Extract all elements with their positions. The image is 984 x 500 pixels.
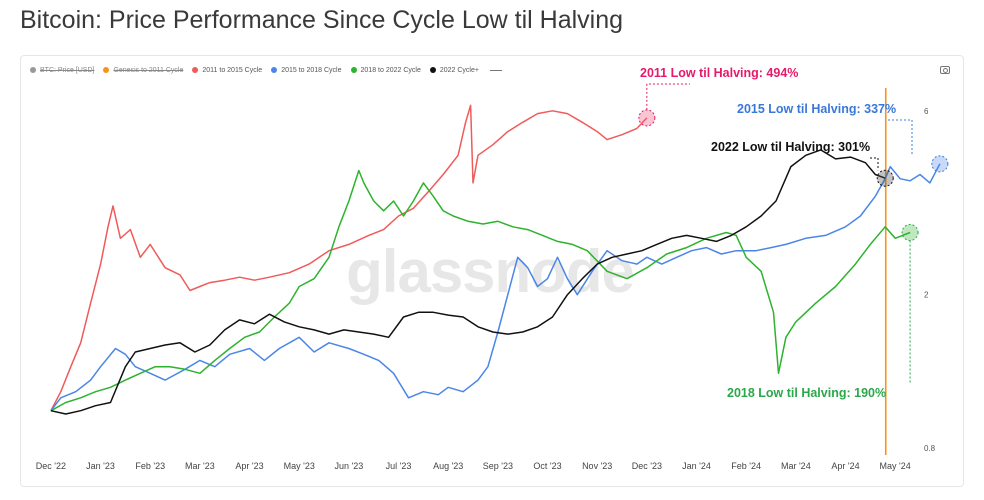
series-line bbox=[50, 163, 941, 412]
legend-item-2018-2022[interactable]: 2018 to 2022 Cycle bbox=[350, 66, 421, 74]
legend-dot-2011-2015 bbox=[192, 67, 199, 73]
legend-label: 2018 to 2022 Cycle bbox=[360, 66, 421, 74]
annotation-label: 2018 Low til Halving: 190% bbox=[727, 386, 886, 400]
series-line bbox=[50, 149, 886, 415]
end-marker bbox=[901, 223, 919, 241]
legend-dot-btc-price bbox=[30, 67, 36, 73]
y-tick-label: 0.8 bbox=[924, 444, 936, 453]
legend-dot-2022-cycle bbox=[429, 67, 436, 73]
legend-label: 2011 to 2015 Cycle bbox=[202, 66, 263, 74]
legend-label: Genesis to 2011 Cycle bbox=[113, 66, 184, 74]
legend-item-2011-2015[interactable]: 2011 to 2015 Cycle bbox=[192, 67, 262, 74]
legend-label: 2015 to 2018 Cycle bbox=[281, 66, 342, 74]
legend-more-icon[interactable] bbox=[489, 69, 502, 71]
legend-dot-2015-2018 bbox=[271, 67, 278, 73]
x-tick-label: Dec '22 bbox=[36, 461, 66, 471]
x-tick-label: Apr '24 bbox=[831, 461, 859, 471]
leader-2022 bbox=[870, 157, 879, 171]
x-tick-label: Jan '23 bbox=[86, 461, 115, 471]
legend-dot-genesis-2011 bbox=[103, 67, 110, 73]
x-tick-label: Feb '24 bbox=[731, 461, 761, 471]
x-tick-label: Mar '24 bbox=[781, 461, 811, 471]
x-tick-label: Mar '23 bbox=[185, 461, 215, 471]
annotation-label: 2011 Low til Halving: 494% bbox=[640, 66, 798, 80]
end-marker bbox=[638, 109, 656, 127]
legend-item-genesis-2011[interactable]: Genesis to 2011 Cycle bbox=[103, 67, 183, 74]
end-marker bbox=[931, 155, 949, 173]
camera-icon[interactable] bbox=[940, 66, 950, 74]
x-tick-label: Jul '23 bbox=[386, 461, 412, 471]
series-line bbox=[50, 104, 648, 412]
leader-2011 bbox=[646, 83, 690, 110]
x-tick-label: Dec '23 bbox=[632, 461, 662, 471]
annotation-label: 2022 Low til Halving: 301% bbox=[711, 140, 870, 154]
x-tick-label: Apr '23 bbox=[235, 461, 263, 471]
x-tick-label: Feb '23 bbox=[135, 461, 165, 471]
x-tick-label: Sep '23 bbox=[483, 461, 513, 471]
page-title: Bitcoin: Price Performance Since Cycle L… bbox=[20, 6, 624, 34]
legend-label: BTC: Price [USD] bbox=[40, 66, 95, 74]
x-tick-label: Jan '24 bbox=[682, 461, 711, 471]
chart-frame bbox=[20, 55, 964, 487]
legend-label: 2022 Cycle+ bbox=[439, 66, 479, 74]
chart-legend: BTC: Price [USD] Genesis to 2011 Cycle 2… bbox=[30, 63, 502, 77]
x-tick-label: Oct '23 bbox=[533, 461, 561, 471]
legend-item-btc-price[interactable]: BTC: Price [USD] bbox=[30, 67, 94, 74]
annotation-label: 2015 Low til Halving: 337% bbox=[737, 102, 896, 116]
x-tick-label: May '23 bbox=[284, 461, 315, 471]
y-tick-label: 2 bbox=[924, 291, 929, 300]
x-tick-label: Nov '23 bbox=[582, 461, 612, 471]
x-tick-label: Aug '23 bbox=[433, 461, 463, 471]
legend-dot-2018-2022 bbox=[350, 67, 357, 73]
y-tick-label: 6 bbox=[924, 107, 929, 116]
watermark: glassnode bbox=[346, 238, 634, 305]
end-marker bbox=[876, 169, 894, 187]
legend-item-2022-cycle[interactable]: 2022 Cycle+ bbox=[429, 66, 479, 74]
leader-2015 bbox=[888, 119, 913, 156]
x-tick-label: Jun '23 bbox=[335, 461, 364, 471]
legend-item-2015-2018[interactable]: 2015 to 2018 Cycle bbox=[271, 66, 342, 74]
x-tick-label: May '24 bbox=[880, 461, 911, 471]
series-line bbox=[50, 169, 911, 412]
